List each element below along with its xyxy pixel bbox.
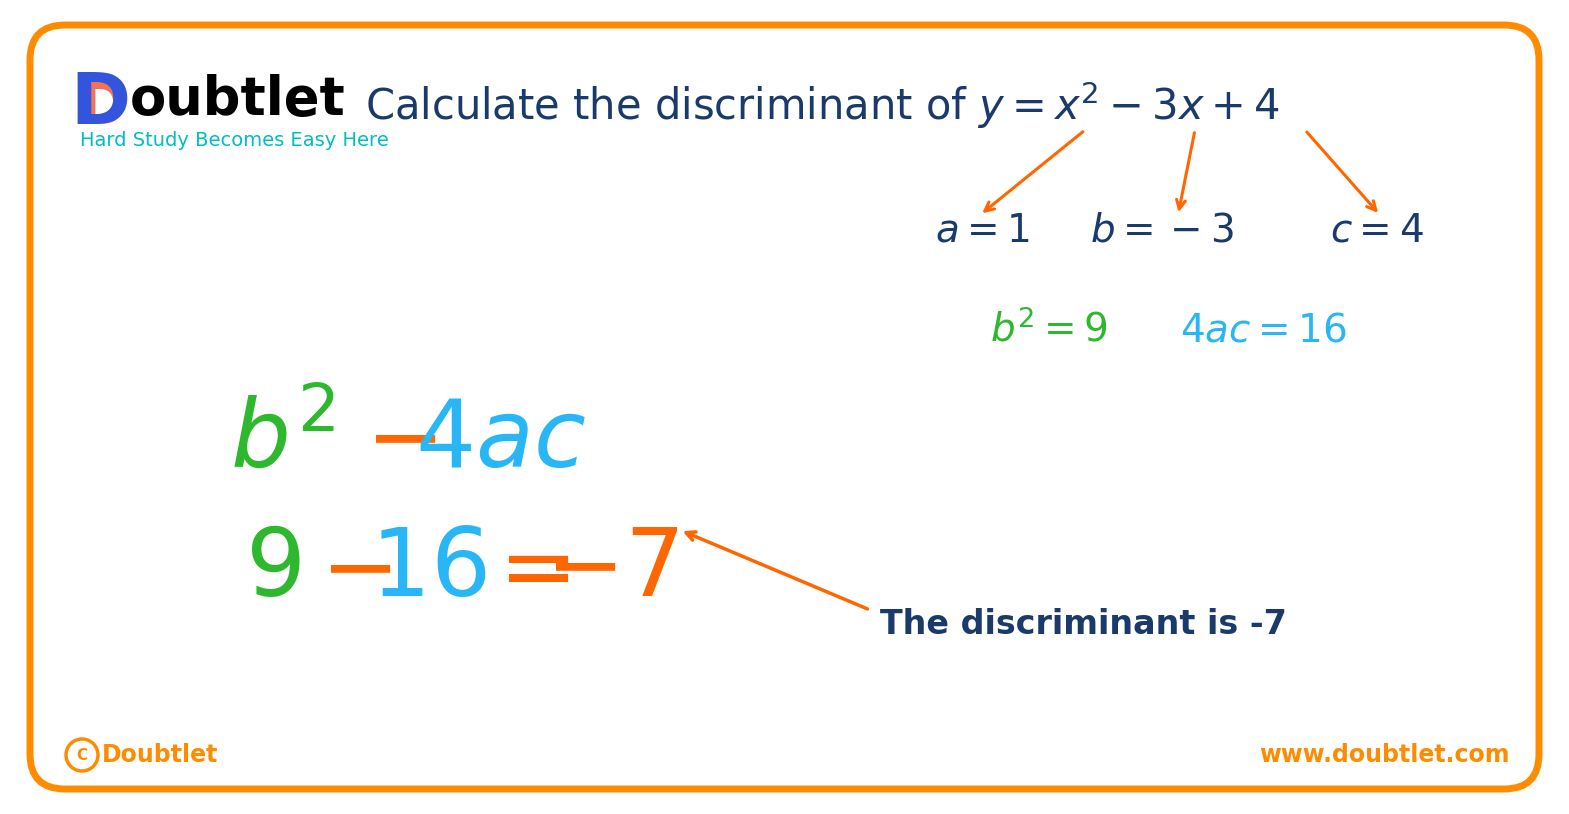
FancyBboxPatch shape: [30, 25, 1539, 789]
Text: www.doubtlet.com: www.doubtlet.com: [1260, 743, 1509, 767]
Text: $b = -3$: $b = -3$: [1090, 211, 1233, 249]
Text: $-$: $-$: [366, 395, 436, 485]
Text: Hard Study Becomes Easy Here: Hard Study Becomes Easy Here: [80, 130, 389, 150]
Text: $b^2$: $b^2$: [231, 395, 334, 485]
Text: $b^2 = 9$: $b^2 = 9$: [990, 310, 1108, 350]
Text: Doubtlet: Doubtlet: [102, 743, 218, 767]
Text: $4ac = 16$: $4ac = 16$: [1180, 311, 1346, 349]
Text: $9$: $9$: [245, 524, 301, 616]
Text: $-7$: $-7$: [544, 524, 678, 616]
Text: The discriminant is -7: The discriminant is -7: [880, 609, 1287, 641]
Text: $a = 1$: $a = 1$: [935, 211, 1029, 249]
Text: D: D: [78, 80, 127, 137]
Text: oubtlet: oubtlet: [130, 74, 345, 126]
Text: $-$: $-$: [320, 524, 391, 616]
Text: $16$: $16$: [370, 524, 486, 616]
Text: $c = 4$: $c = 4$: [1331, 211, 1423, 249]
Text: Calculate the discriminant of $y = x^2 - 3x + 4$: Calculate the discriminant of $y = x^2 -…: [366, 79, 1280, 131]
Text: $4ac$: $4ac$: [414, 395, 585, 485]
Text: C: C: [77, 747, 88, 763]
Text: D: D: [71, 71, 130, 139]
Text: $=$: $=$: [480, 524, 570, 616]
